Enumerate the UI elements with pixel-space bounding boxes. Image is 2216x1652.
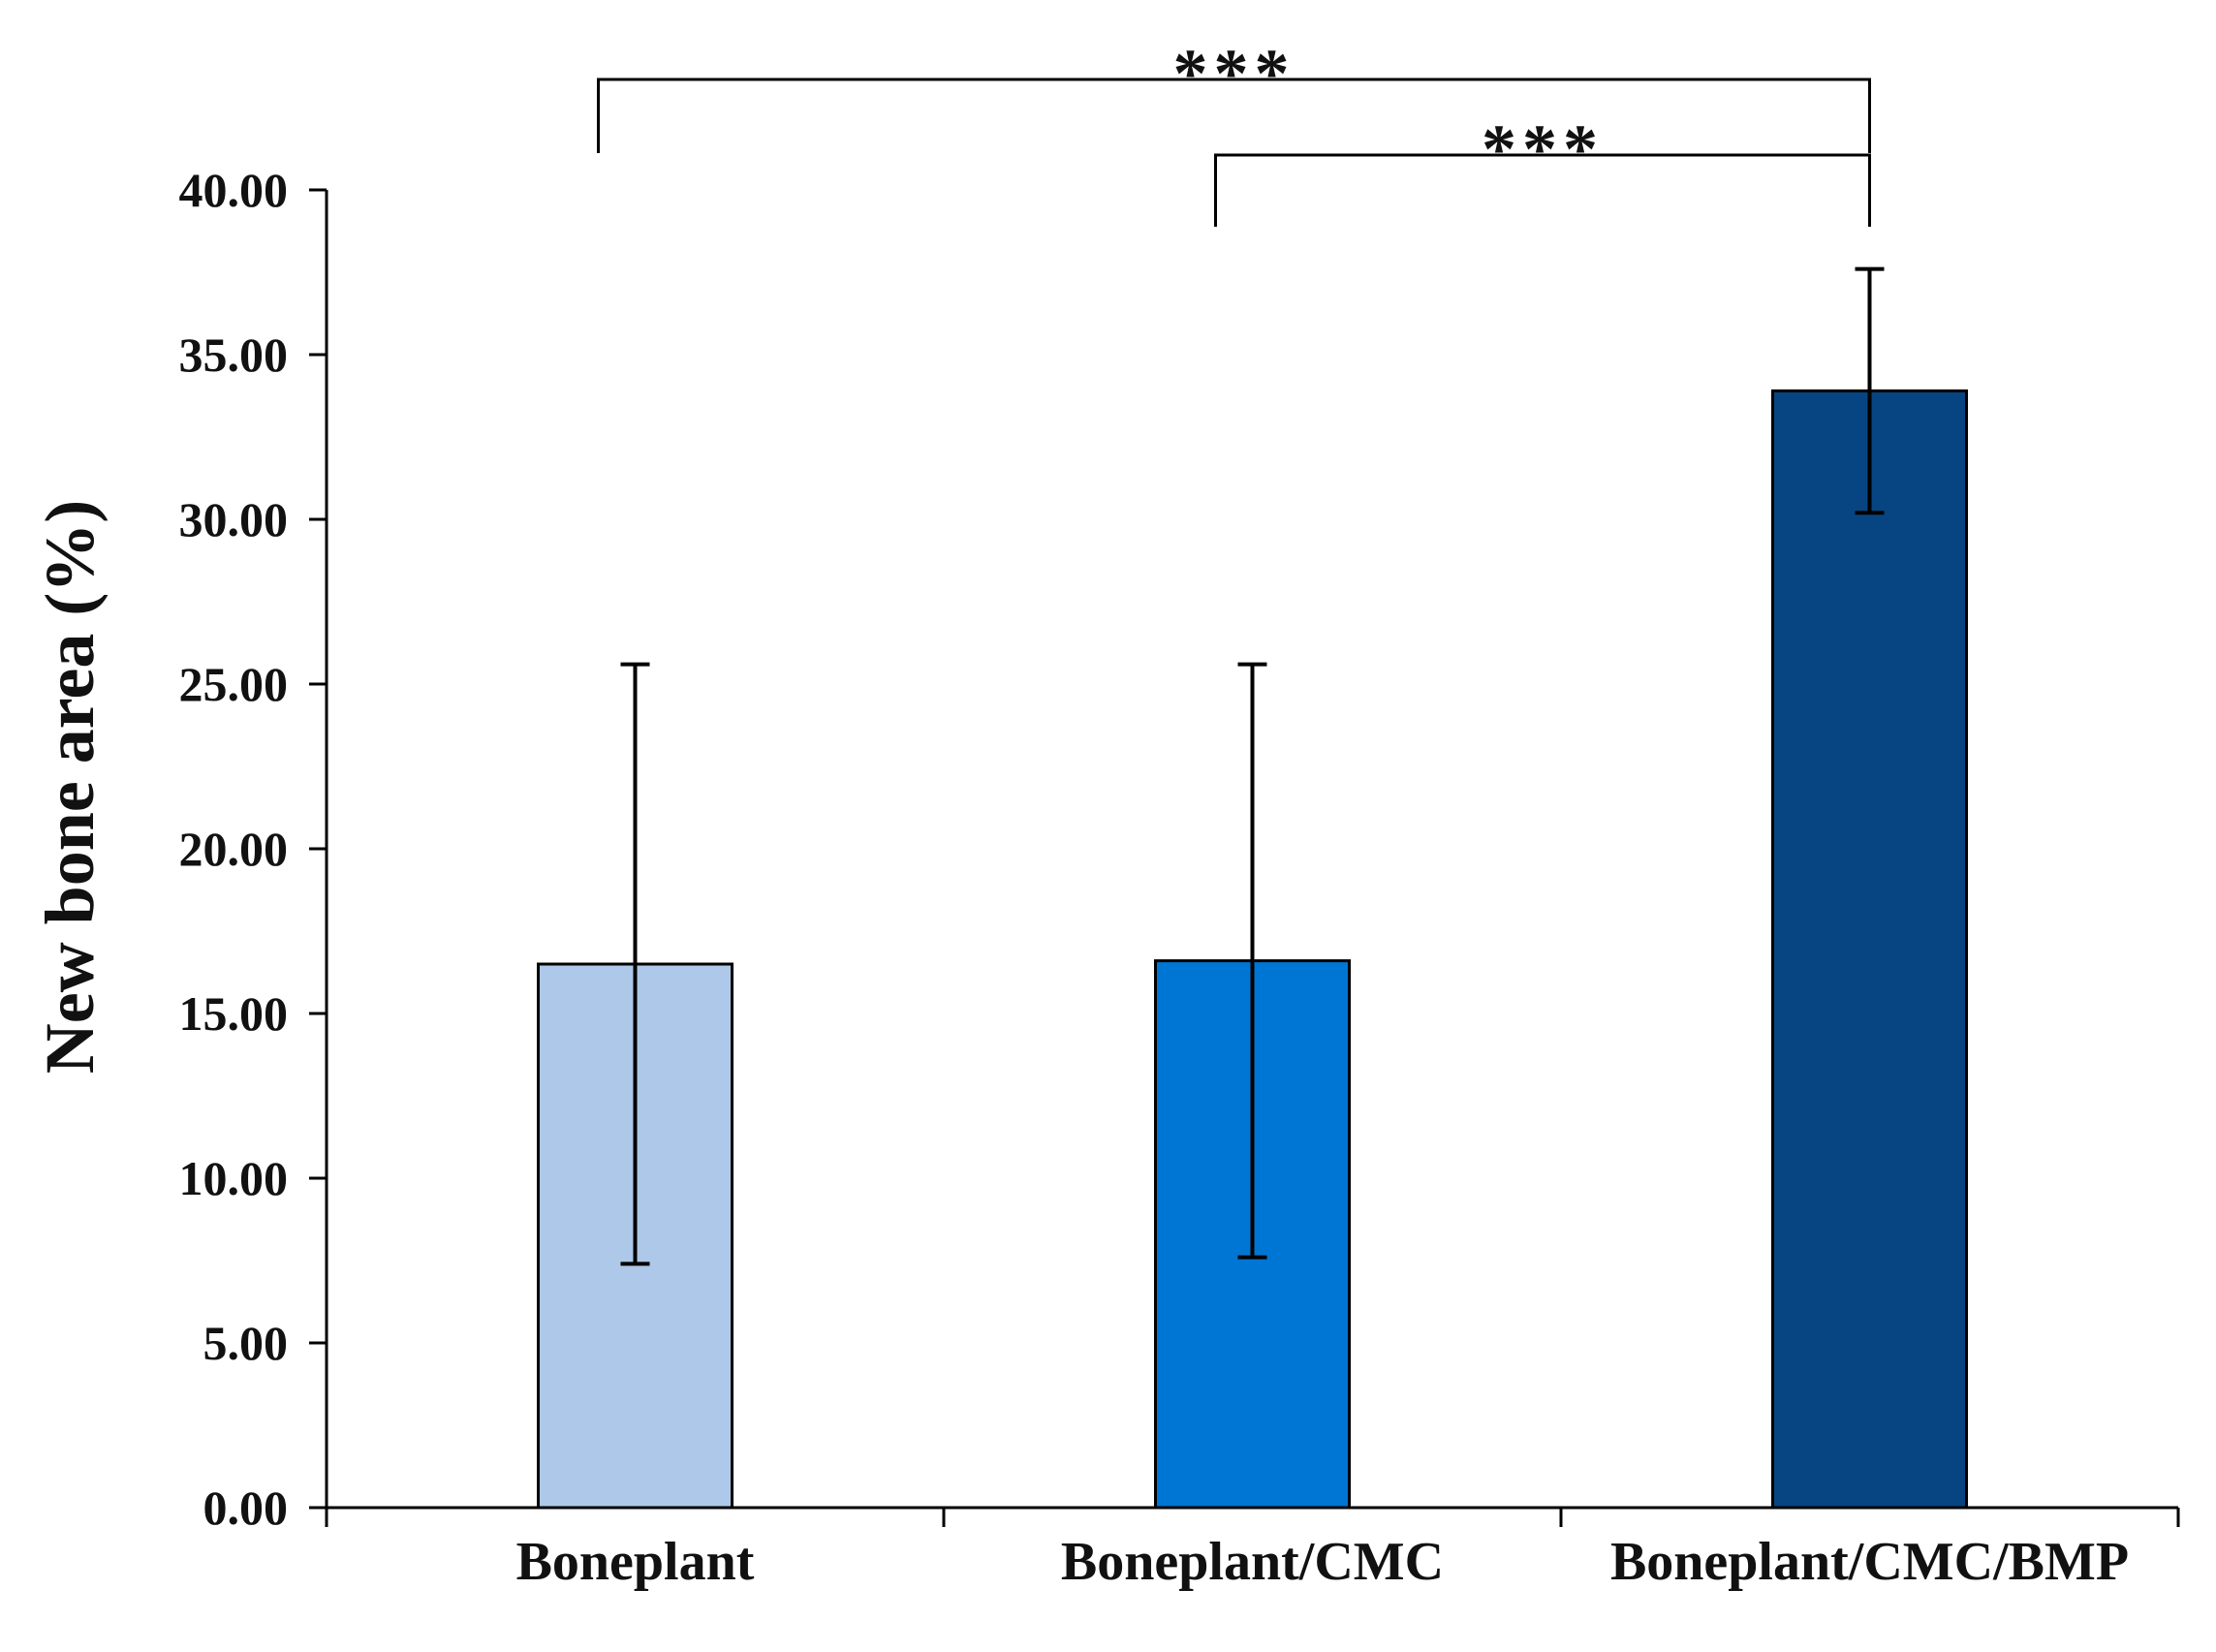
error-bars-group bbox=[620, 266, 1885, 1266]
y-tick-label-7: 35.00 bbox=[179, 327, 289, 382]
y-axis-title: New bone area (%) bbox=[31, 500, 109, 1075]
y-tick-label-8: 40.00 bbox=[179, 163, 289, 217]
y-tick-label-1: 5.00 bbox=[203, 1316, 289, 1370]
significance-group: *** *** bbox=[597, 35, 1871, 227]
y-tick-label-4: 20.00 bbox=[179, 822, 289, 876]
x-category-label-1: Boneplant bbox=[516, 1532, 755, 1592]
bar-3 bbox=[1771, 389, 1968, 1510]
x-categories-group: Boneplant Boneplant/CMC Boneplant/CMC/BMP bbox=[516, 1532, 2129, 1592]
y-tick-label-3: 15.00 bbox=[179, 986, 289, 1041]
y-tick-label-0: 0.00 bbox=[203, 1481, 289, 1535]
significance-bracket-2 bbox=[1214, 153, 1871, 227]
x-category-label-2: Boneplant/CMC bbox=[1061, 1532, 1444, 1592]
significance-label-2: *** bbox=[1482, 110, 1604, 188]
y-tick-label-6: 30.00 bbox=[179, 492, 289, 546]
significance-bracket-1 bbox=[597, 78, 1871, 153]
y-tick-label-5: 25.00 bbox=[179, 657, 289, 711]
x-category-label-3: Boneplant/CMC/BMP bbox=[1610, 1532, 2129, 1592]
y-tick-label-2: 10.00 bbox=[179, 1151, 289, 1205]
significance-label-1: *** bbox=[1173, 35, 1295, 112]
axes-group bbox=[325, 190, 2180, 1527]
y-ticks-group: 0.00 5.00 10.00 15.00 20.00 25.00 30.00 35.00 40… bbox=[179, 163, 327, 1535]
